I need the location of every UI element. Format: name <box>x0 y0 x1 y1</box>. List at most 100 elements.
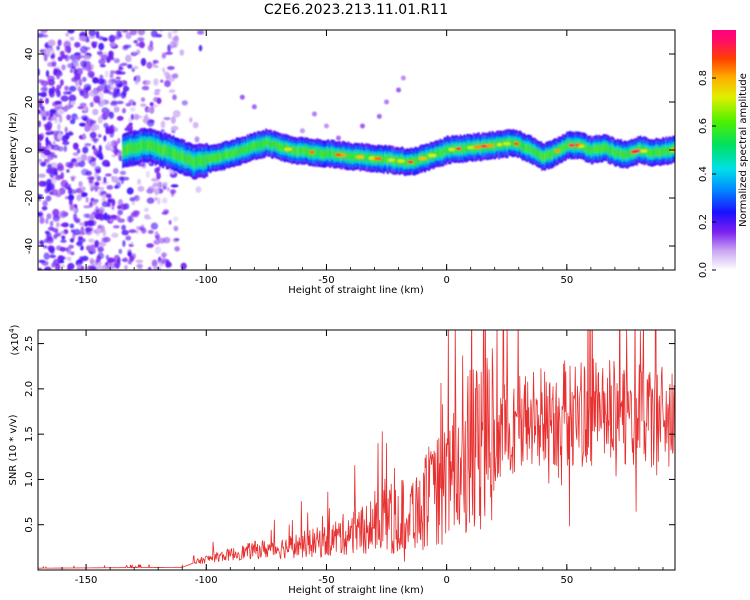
noise-blob <box>133 65 139 70</box>
ridge-cell <box>616 148 619 156</box>
ridge-cell <box>170 147 173 158</box>
noise-blob <box>49 108 57 114</box>
noise-blob <box>121 224 126 231</box>
ridge-peak <box>473 145 482 149</box>
ridge-peak <box>387 158 395 162</box>
noise-blob <box>74 41 81 48</box>
noise-blob <box>65 91 72 95</box>
x-tick-label: -50 <box>318 575 334 586</box>
noise-blob <box>61 235 66 240</box>
noise-blob <box>170 125 179 131</box>
noise-blob <box>163 117 171 121</box>
noise-blob <box>66 114 71 121</box>
noise-blob <box>168 89 176 93</box>
noise-blob <box>60 223 68 227</box>
noise-blob <box>47 39 56 47</box>
noise-blob <box>49 254 57 259</box>
noise-blob <box>56 222 60 228</box>
noise-blob <box>96 175 102 182</box>
noise-blob <box>80 115 89 121</box>
ridge-cell <box>653 148 656 157</box>
ridge-cell <box>207 154 210 163</box>
noise-blob <box>49 220 54 227</box>
noise-blob <box>67 187 73 195</box>
noise-blob <box>83 213 90 218</box>
noise-blob <box>38 267 42 270</box>
noise-blob <box>59 210 67 218</box>
noise-blob <box>107 198 113 203</box>
y-tick-label: -20 <box>24 190 35 206</box>
noise-blob <box>239 94 245 100</box>
noise-blob <box>120 62 128 66</box>
noise-blob <box>146 188 154 194</box>
ridge-cell <box>154 143 157 154</box>
noise-blob <box>112 225 120 229</box>
ridge-cell <box>317 149 320 158</box>
noise-blob <box>57 123 61 131</box>
noise-blob <box>103 212 108 221</box>
noise-blob <box>79 122 86 127</box>
noise-blob <box>49 170 55 178</box>
noise-blob <box>170 116 176 124</box>
noise-blob <box>156 197 161 205</box>
noise-blob <box>135 42 142 47</box>
noise-blob <box>167 44 172 53</box>
noise-blob <box>51 61 57 67</box>
ridge-cell <box>242 146 245 155</box>
noise-blob <box>107 257 115 264</box>
noise-blob <box>122 257 128 263</box>
noise-blob <box>60 79 64 86</box>
noise-blob <box>141 227 147 234</box>
noise-blob <box>68 85 77 92</box>
x-tick-label: 0 <box>443 575 449 586</box>
noise-blob <box>174 238 180 242</box>
noise-blob <box>97 265 103 270</box>
noise-blob <box>86 85 91 91</box>
noise-blob <box>64 85 69 91</box>
noise-blob <box>38 134 44 142</box>
noise-blob <box>146 197 155 204</box>
snr-panel: -150 -100 -50 0 50 0.5 1.0 1.5 2.0 2.5 Height of … <box>8 324 676 596</box>
snr-xlabel: Height of straight line (km) <box>288 585 424 596</box>
noise-blob <box>360 123 366 129</box>
noise-blob <box>51 116 58 121</box>
ridge-cell <box>441 148 444 157</box>
noise-blob <box>83 205 92 209</box>
noise-blob <box>145 80 152 86</box>
noise-blob <box>52 208 60 217</box>
ridge-peak <box>554 149 560 153</box>
noise-blob <box>95 213 104 220</box>
x-tick-label: 50 <box>560 275 573 286</box>
noise-blob <box>172 94 177 101</box>
ridge-cell <box>439 147 442 156</box>
noise-blob <box>65 183 72 187</box>
noise-blob <box>122 45 129 51</box>
spectrogram-axes: -150 -100 -50 0 50 -40 -20 0 20 40 <box>24 30 675 286</box>
noise-blob <box>125 235 132 241</box>
ridge-peak <box>455 147 462 151</box>
noise-blob <box>71 158 78 163</box>
ridge-peak <box>513 142 520 146</box>
noise-blob <box>56 45 60 51</box>
noise-blob <box>82 146 89 154</box>
noise-blob <box>129 255 135 262</box>
ridge-peak <box>376 157 382 161</box>
noise-blob <box>84 227 92 232</box>
y-tick-label: 0 <box>24 147 35 153</box>
noise-blob <box>99 241 107 247</box>
noise-blob <box>80 226 85 235</box>
noise-blob <box>51 189 59 196</box>
x-tick-label: -150 <box>75 575 98 586</box>
noise-blob <box>44 266 51 270</box>
noise-blob <box>65 32 69 37</box>
noise-blob <box>140 58 147 66</box>
noise-blob <box>108 111 114 120</box>
noise-blob <box>57 256 66 261</box>
noise-blob <box>157 180 161 189</box>
heatmap-blobs <box>38 30 675 270</box>
noise-blob <box>68 194 75 201</box>
ridge-peak <box>496 143 503 147</box>
noise-blob <box>129 197 135 202</box>
noise-blob <box>62 140 70 146</box>
noise-blob <box>43 47 51 56</box>
